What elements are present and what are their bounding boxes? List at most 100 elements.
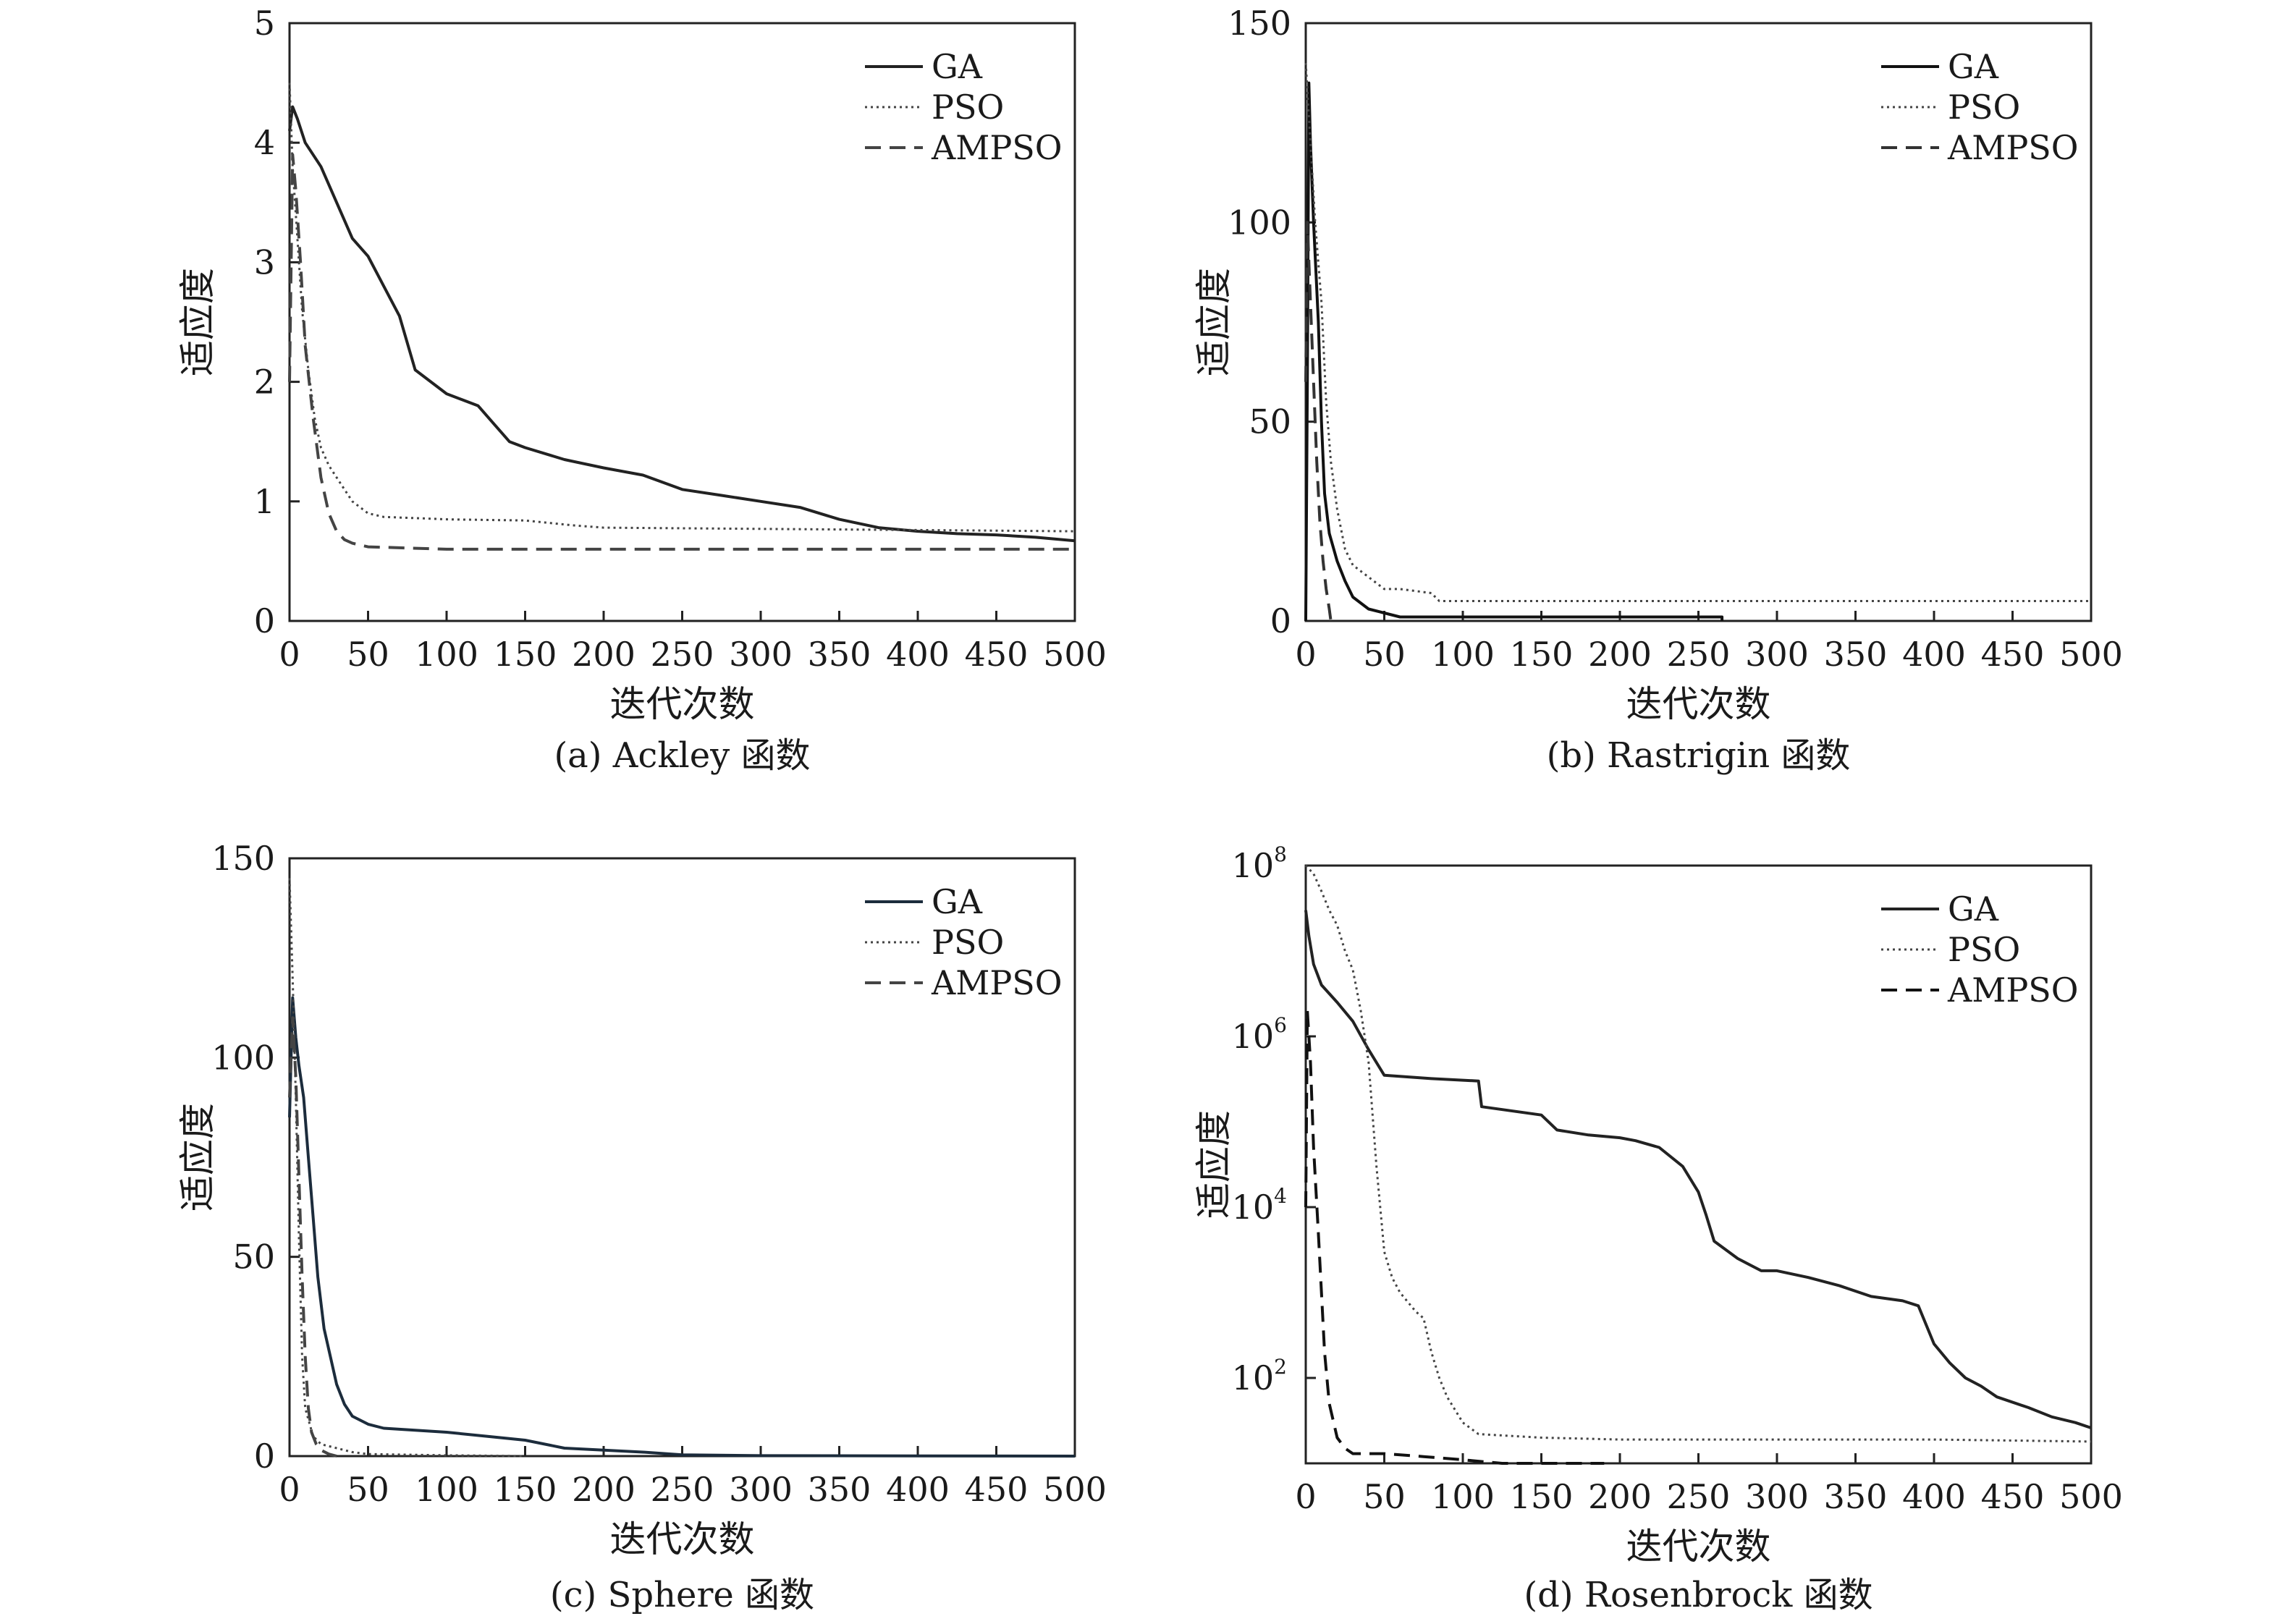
y-tick-label: 104 [1232, 1184, 1287, 1227]
y-tick-exponent: 6 [1274, 1013, 1287, 1037]
x-axis-label: 迭代次数 [1626, 683, 1771, 725]
y-tick-base: 10 [1232, 1017, 1275, 1056]
x-tick-label: 150 [494, 635, 557, 674]
y-tick-base: 10 [1232, 1358, 1275, 1397]
y-tick-label: 2 [254, 363, 275, 402]
x-tick-label: 350 [808, 1470, 871, 1509]
y-tick-label: 3 [254, 242, 275, 282]
legend-label: AMPSO [931, 963, 1063, 1002]
x-tick-label: 400 [1902, 1477, 1966, 1516]
x-tick-label: 500 [1043, 1470, 1107, 1509]
y-tick-label: 4 [254, 123, 275, 162]
y-tick-label: 106 [1232, 1013, 1287, 1056]
y-tick-label: 150 [211, 839, 275, 878]
y-tick-label: 5 [254, 4, 275, 43]
y-tick-base: 10 [1232, 846, 1275, 885]
y-axis-label: 适应度 [177, 268, 219, 376]
legend-label: GA [932, 47, 983, 86]
x-tick-label: 150 [1510, 1477, 1574, 1516]
x-tick-label: 0 [1295, 635, 1316, 674]
x-tick-label: 200 [572, 1470, 636, 1509]
panel-d: 0 50 100 150 200 250 300 350 400 450 5001021041061… [1193, 842, 2123, 1615]
series-line-ampso [288, 153, 1075, 551]
x-tick-label: 300 [1745, 1477, 1809, 1516]
x-tick-label: 400 [886, 1470, 950, 1509]
y-tick-label: 50 [232, 1238, 275, 1277]
legend-label: PSO [932, 923, 1004, 962]
y-axis-label: 适应度 [1193, 1110, 1235, 1219]
series-line-ampso [1304, 221, 1333, 622]
panel-caption: (d) Rosenbrock 函数 [1524, 1575, 1872, 1615]
series-line-ga [288, 105, 1076, 543]
legend-label: GA [1948, 889, 1999, 929]
panel-b: 0 50 100 150 200 250 300 350 400 450 500 0 50 100 150 迭… [1193, 4, 2123, 776]
x-tick-label: 200 [1588, 1477, 1652, 1516]
panel-caption: (a) Ackley 函数 [554, 735, 810, 776]
y-axis-label: 适应度 [1193, 268, 1235, 376]
x-tick-label: 300 [729, 635, 793, 674]
y-tick-label: 0 [1270, 601, 1291, 640]
y-tick-label: 108 [1232, 842, 1287, 885]
x-tick-label: 250 [1667, 635, 1731, 674]
legend-label: GA [932, 882, 983, 921]
x-tick-label: 150 [494, 1470, 557, 1509]
legend-label: AMPSO [931, 128, 1063, 167]
x-tick-label: 400 [1902, 635, 1966, 674]
y-tick-label: 102 [1232, 1355, 1287, 1397]
x-tick-label: 150 [1510, 635, 1574, 674]
series-line-pso [288, 878, 525, 1458]
y-tick-exponent: 8 [1274, 842, 1287, 866]
x-tick-label: 0 [279, 1470, 300, 1509]
series-line-ga [1304, 81, 1724, 622]
x-tick-label: 0 [1295, 1477, 1316, 1516]
series-line-pso [1304, 864, 2092, 1443]
y-tick-label: 0 [254, 1437, 275, 1476]
y-tick-label: 0 [254, 601, 275, 640]
panel-caption: (c) Sphere 函数 [550, 1575, 814, 1615]
series-line-pso [288, 83, 1076, 533]
y-tick-label: 1 [254, 482, 275, 521]
x-tick-label: 250 [651, 1470, 714, 1509]
x-axis-label: 迭代次数 [1626, 1526, 1771, 1568]
legend-label: AMPSO [1947, 128, 2079, 167]
x-tick-label: 300 [1745, 635, 1809, 674]
x-tick-label: 450 [1981, 635, 2045, 674]
x-tick-label: 200 [572, 635, 636, 674]
legend-label: PSO [1948, 930, 2020, 969]
legend-label: AMPSO [1947, 970, 2079, 1010]
x-tick-label: 450 [1981, 1477, 2045, 1516]
x-tick-label: 100 [1431, 635, 1495, 674]
series-line-ga [288, 996, 1076, 1458]
x-tick-label: 100 [415, 1470, 478, 1509]
x-tick-label: 450 [965, 1470, 1029, 1509]
legend-label: PSO [932, 88, 1004, 127]
x-tick-label: 100 [415, 635, 478, 674]
x-tick-label: 250 [651, 635, 714, 674]
y-tick-base: 10 [1232, 1188, 1275, 1227]
x-tick-label: 400 [886, 635, 950, 674]
x-tick-label: 500 [2059, 1477, 2123, 1516]
x-tick-label: 500 [1043, 635, 1107, 674]
y-axis-label: 适应度 [177, 1103, 219, 1211]
y-tick-label: 150 [1228, 4, 1291, 43]
y-tick-label: 100 [211, 1038, 275, 1077]
x-tick-label: 350 [1824, 1477, 1888, 1516]
x-tick-label: 300 [729, 1470, 793, 1509]
y-tick-exponent: 2 [1274, 1355, 1287, 1379]
x-tick-label: 50 [347, 635, 389, 674]
x-tick-label: 200 [1588, 635, 1652, 674]
x-tick-label: 50 [347, 1470, 389, 1509]
x-tick-label: 0 [279, 635, 300, 674]
x-tick-label: 50 [1363, 1477, 1406, 1516]
series-line-ampso [288, 1016, 337, 1458]
x-tick-label: 500 [2059, 635, 2123, 674]
x-tick-label: 350 [1824, 635, 1888, 674]
x-tick-label: 50 [1363, 635, 1406, 674]
y-tick-exponent: 4 [1274, 1184, 1287, 1208]
series-line-ampso [1304, 1009, 1605, 1465]
panel-caption: (b) Rastrigin 函数 [1547, 735, 1851, 776]
panel-a: 0 50 100 150 200 250 300 350 400 450 500 0 1 2 3 4 5 迭代次数… [177, 4, 1107, 776]
panel-c: 0 50 100 150 200 250 300 350 400 450 500 0 50 100 150 迭… [177, 839, 1107, 1615]
y-tick-label: 50 [1249, 402, 1291, 441]
